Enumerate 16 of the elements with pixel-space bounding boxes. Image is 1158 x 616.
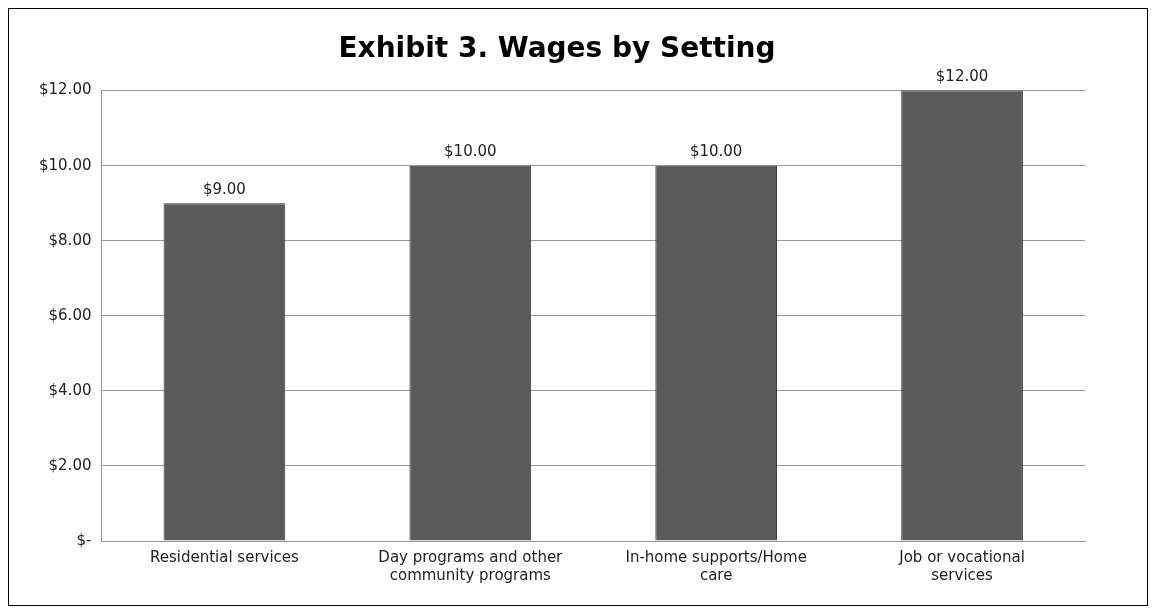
data-label: $12.00 (935, 66, 989, 85)
x-tick-label: In-home supports/Home care (625, 547, 807, 584)
y-tick-label: $2.00 (48, 455, 92, 474)
x-tick-label: Day programs and other community programs (378, 547, 564, 584)
y-tick-label: $8.00 (48, 230, 92, 249)
y-tick-label: $12.00 (38, 80, 92, 99)
y-tick-label: $6.00 (48, 305, 92, 324)
y-tick-label: $4.00 (48, 380, 92, 399)
data-label: $10.00 (689, 142, 743, 161)
x-tick-label: Job or vocational services (898, 547, 1025, 584)
y-tick-label: $- (76, 530, 92, 549)
data-label: $10.00 (444, 142, 497, 161)
x-tick-label: Residential services (149, 547, 300, 566)
chart-title: Exhibit 3. Wages by Setting (338, 31, 776, 65)
data-label: $9.00 (202, 179, 246, 198)
y-tick-label: $10.00 (38, 155, 92, 174)
